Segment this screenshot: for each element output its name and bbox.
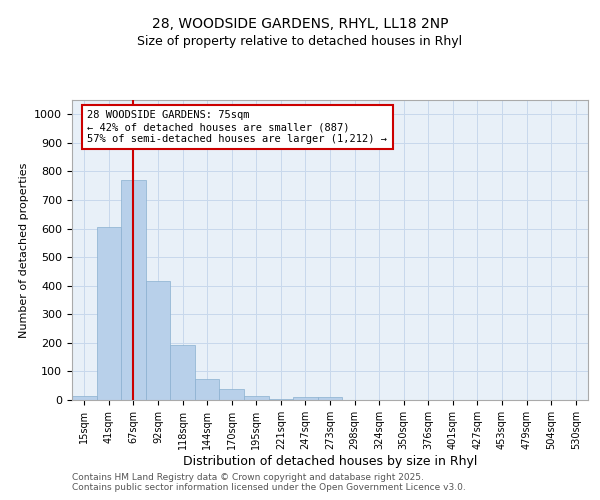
Bar	[220, 388, 244, 400]
Text: 28 WOODSIDE GARDENS: 75sqm
← 42% of detached houses are smaller (887)
57% of sem: 28 WOODSIDE GARDENS: 75sqm ← 42% of deta…	[88, 110, 388, 144]
Bar	[170, 345, 195, 400]
Bar	[269, 399, 293, 400]
Bar	[121, 180, 146, 400]
Bar	[318, 397, 342, 400]
Bar	[72, 396, 97, 400]
Text: 28, WOODSIDE GARDENS, RHYL, LL18 2NP: 28, WOODSIDE GARDENS, RHYL, LL18 2NP	[152, 18, 448, 32]
Bar	[195, 378, 220, 400]
Bar	[146, 282, 170, 400]
Bar	[293, 397, 318, 400]
Bar	[97, 227, 121, 400]
X-axis label: Distribution of detached houses by size in Rhyl: Distribution of detached houses by size …	[183, 454, 477, 468]
Bar	[244, 396, 269, 400]
Y-axis label: Number of detached properties: Number of detached properties	[19, 162, 29, 338]
Text: Size of property relative to detached houses in Rhyl: Size of property relative to detached ho…	[137, 35, 463, 48]
Text: Contains HM Land Registry data © Crown copyright and database right 2025.
Contai: Contains HM Land Registry data © Crown c…	[72, 473, 466, 492]
